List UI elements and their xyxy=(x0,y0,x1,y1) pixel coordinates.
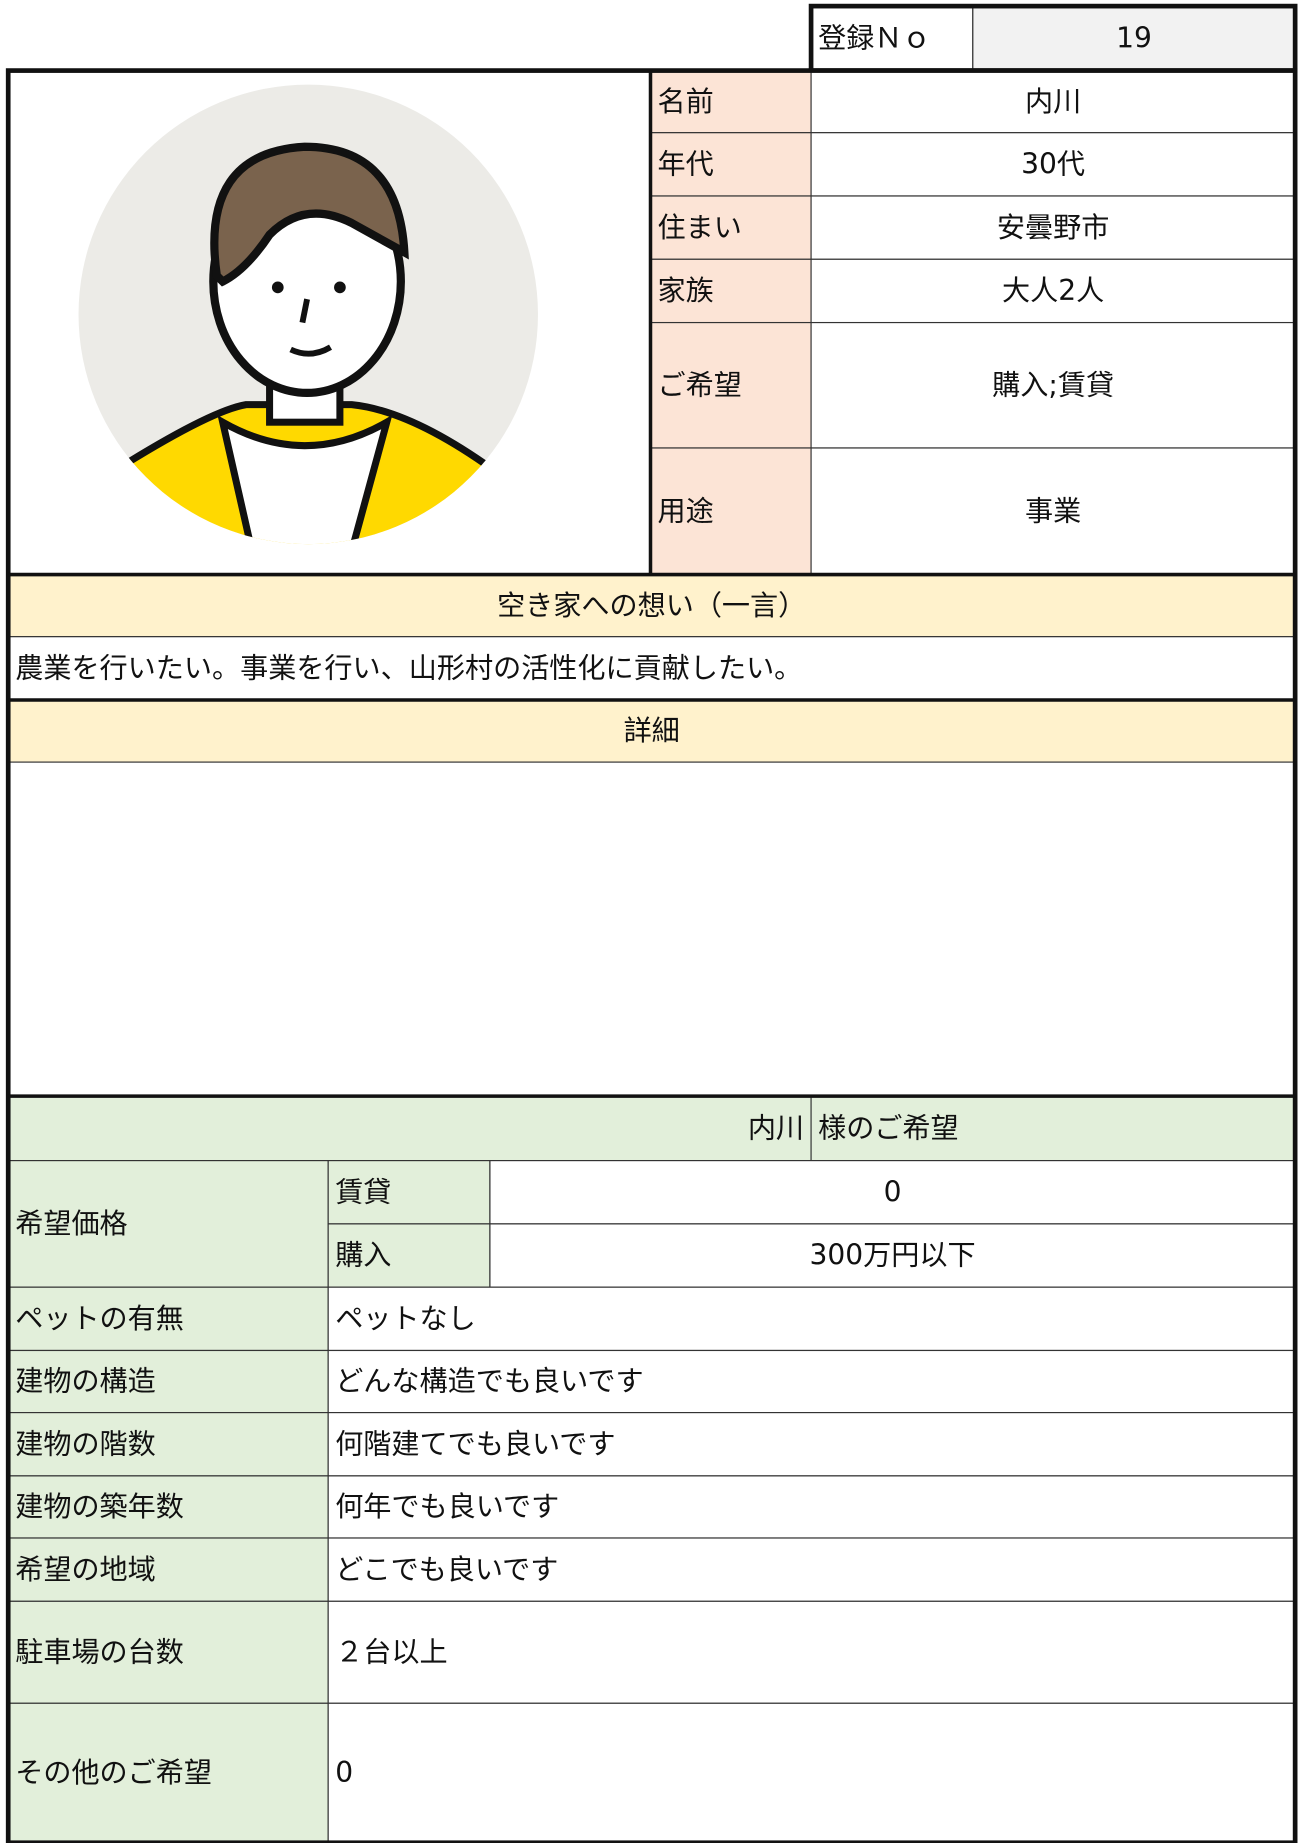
wish-label: 駐車場の台数 xyxy=(15,1635,184,1668)
cell xyxy=(810,5,974,72)
cell xyxy=(327,1160,491,1225)
cell xyxy=(7,1160,329,1288)
wish-label: 建物の築年数 xyxy=(15,1490,184,1523)
cell xyxy=(972,5,1296,72)
cell xyxy=(7,1095,812,1162)
cell xyxy=(327,1600,1296,1704)
cell xyxy=(7,636,1296,701)
details-heading: 詳細 xyxy=(624,714,680,747)
wish-label: 建物の構造 xyxy=(15,1365,156,1398)
wish-label: ペットの有無 xyxy=(15,1302,184,1335)
profile-label: 家族 xyxy=(658,274,714,307)
cell xyxy=(327,1537,1296,1602)
profile-value: 事業 xyxy=(1025,494,1081,527)
cell xyxy=(649,69,812,134)
thoughts-text: 農業を行いたい。事業を行い、山形村の活性化に貢献したい。 xyxy=(15,652,802,685)
profile-label: 年代 xyxy=(658,148,714,181)
wish-label: 希望の地域 xyxy=(15,1553,156,1586)
profile-label: ご希望 xyxy=(658,368,742,401)
cell xyxy=(810,321,1296,449)
wish-value: どこでも良いです xyxy=(335,1553,558,1586)
cell xyxy=(810,69,1296,134)
wishes-heading: 様のご希望 xyxy=(818,1112,959,1145)
cell xyxy=(7,1286,329,1352)
cell xyxy=(7,699,1296,763)
price-type: 購入 xyxy=(335,1239,391,1272)
profile-label: 住まい xyxy=(658,211,742,244)
thoughts-heading: 空き家への想い（一言） xyxy=(497,589,806,622)
wish-label: その他のご希望 xyxy=(15,1756,212,1789)
price-type: 賃貸 xyxy=(335,1175,391,1208)
cell xyxy=(7,1702,329,1843)
profile-label: 名前 xyxy=(658,85,714,118)
wishes-name: 内川 xyxy=(748,1112,804,1145)
wish-value: 何年でも良いです xyxy=(335,1490,559,1523)
profile-value: 内川 xyxy=(1025,85,1081,118)
cell xyxy=(489,1223,1296,1288)
cell xyxy=(7,1600,329,1704)
wish-value: 何階建てでも良いです xyxy=(335,1427,615,1460)
cell xyxy=(489,1160,1296,1225)
wish-label: 建物の階数 xyxy=(15,1427,156,1460)
registration-label: 登録Ｎｏ xyxy=(818,22,930,55)
cell xyxy=(327,1475,1296,1539)
cell xyxy=(810,258,1296,324)
cell xyxy=(810,447,1296,576)
profile-value: 安曇野市 xyxy=(997,211,1109,244)
wish-value: ２台以上 xyxy=(335,1635,447,1668)
cell xyxy=(327,1412,1296,1477)
price-value: 0 xyxy=(884,1175,902,1208)
cell xyxy=(649,321,812,449)
cell xyxy=(7,761,1296,1097)
price-label: 希望価格 xyxy=(15,1207,127,1240)
avatar xyxy=(78,84,538,545)
cell xyxy=(7,573,1296,638)
price-value: 300万円以下 xyxy=(809,1239,975,1272)
cell xyxy=(7,1537,329,1602)
wish-value: ペットなし xyxy=(335,1302,476,1335)
wish-value: 0 xyxy=(335,1756,353,1789)
profile-value: 購入;賃貸 xyxy=(992,368,1114,401)
cell xyxy=(649,447,812,576)
registration-value: 19 xyxy=(1116,22,1152,55)
wish-value: どんな構造でも良いです xyxy=(335,1365,643,1398)
profile-label: 用途 xyxy=(658,494,714,527)
profile-value: 大人2人 xyxy=(1002,274,1104,307)
cell xyxy=(327,1223,491,1288)
cell xyxy=(327,1286,1296,1352)
cell xyxy=(327,1702,1296,1843)
cell xyxy=(810,132,1296,197)
cell xyxy=(810,1095,1296,1162)
profile-value: 30代 xyxy=(1021,148,1085,181)
cell xyxy=(649,195,812,260)
